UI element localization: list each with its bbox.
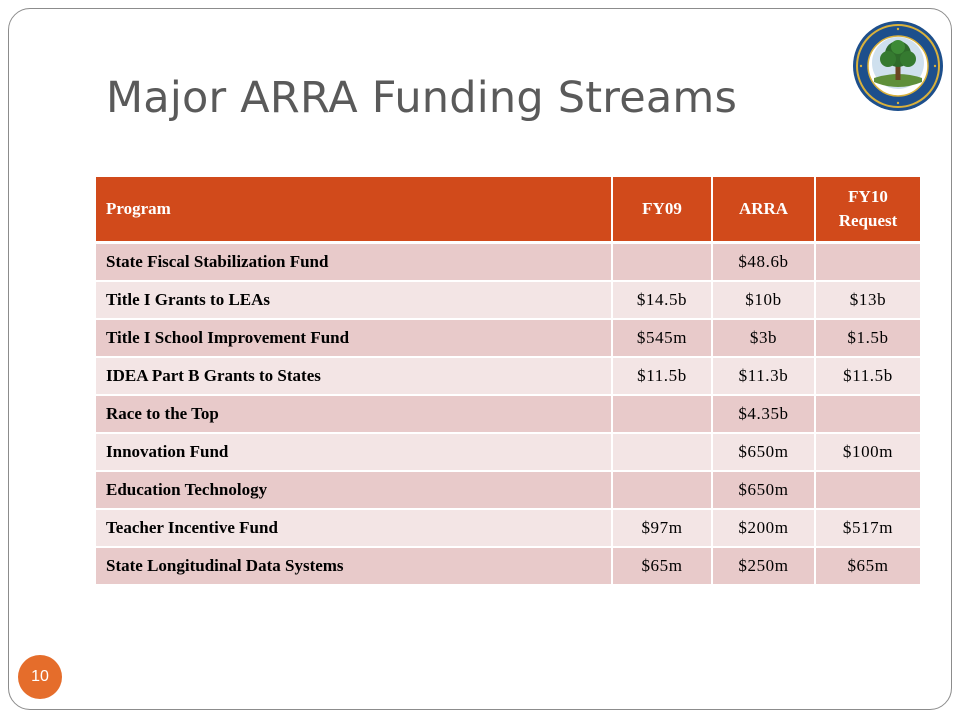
program-cell: State Fiscal Stabilization Fund [96, 244, 613, 282]
fy10-cell: $13b [816, 282, 920, 320]
arra-cell: $48.6b [713, 244, 816, 282]
program-cell: IDEA Part B Grants to States [96, 358, 613, 396]
program-cell: State Longitudinal Data Systems [96, 548, 613, 586]
fy09-cell: $545m [613, 320, 713, 358]
header-fy10-line2: Request [838, 211, 898, 230]
fy10-cell: $1.5b [816, 320, 920, 358]
fy09-cell [613, 472, 713, 510]
funding-table: Program FY09 ARRA FY10 Request State Fisc… [96, 177, 920, 586]
arra-cell: $250m [713, 548, 816, 586]
table-row: Innovation Fund $650m $100m [96, 434, 920, 472]
table-row: State Fiscal Stabilization Fund $48.6b [96, 244, 920, 282]
header-arra: ARRA [713, 177, 816, 244]
arra-cell: $10b [713, 282, 816, 320]
fy10-cell [816, 472, 920, 510]
header-fy09: FY09 [613, 177, 713, 244]
header-fy10-line1: FY10 [848, 187, 888, 206]
fy10-cell [816, 396, 920, 434]
arra-cell: $3b [713, 320, 816, 358]
fy10-cell: $65m [816, 548, 920, 586]
arra-cell: $650m [713, 472, 816, 510]
fy09-cell [613, 244, 713, 282]
fy09-cell: $97m [613, 510, 713, 548]
program-cell: Title I Grants to LEAs [96, 282, 613, 320]
table-row: State Longitudinal Data Systems $65m $25… [96, 548, 920, 586]
fy10-cell: $11.5b [816, 358, 920, 396]
arra-cell: $11.3b [713, 358, 816, 396]
program-cell: Title I School Improvement Fund [96, 320, 613, 358]
department-of-education-seal-icon [853, 21, 943, 111]
fy09-cell [613, 434, 713, 472]
slide-title: Major ARRA Funding Streams [106, 73, 738, 123]
program-cell: Race to the Top [96, 396, 613, 434]
header-fy10-request: FY10 Request [816, 177, 920, 244]
table-row: Teacher Incentive Fund $97m $200m $517m [96, 510, 920, 548]
fy09-cell: $11.5b [613, 358, 713, 396]
table-row: Race to the Top $4.35b [96, 396, 920, 434]
table-row: Title I School Improvement Fund $545m $3… [96, 320, 920, 358]
header-program: Program [96, 177, 613, 244]
program-cell: Education Technology [96, 472, 613, 510]
fy10-cell: $517m [816, 510, 920, 548]
fy10-cell: $100m [816, 434, 920, 472]
arra-cell: $4.35b [713, 396, 816, 434]
arra-cell: $650m [713, 434, 816, 472]
slide-number-badge: 10 [18, 655, 62, 699]
arra-cell: $200m [713, 510, 816, 548]
fy10-cell [816, 244, 920, 282]
fy09-cell: $65m [613, 548, 713, 586]
table-row: Education Technology $650m [96, 472, 920, 510]
program-cell: Teacher Incentive Fund [96, 510, 613, 548]
fy09-cell: $14.5b [613, 282, 713, 320]
program-cell: Innovation Fund [96, 434, 613, 472]
table-row: Title I Grants to LEAs $14.5b $10b $13b [96, 282, 920, 320]
table-row: IDEA Part B Grants to States $11.5b $11.… [96, 358, 920, 396]
fy09-cell [613, 396, 713, 434]
table-header-row: Program FY09 ARRA FY10 Request [96, 177, 920, 244]
